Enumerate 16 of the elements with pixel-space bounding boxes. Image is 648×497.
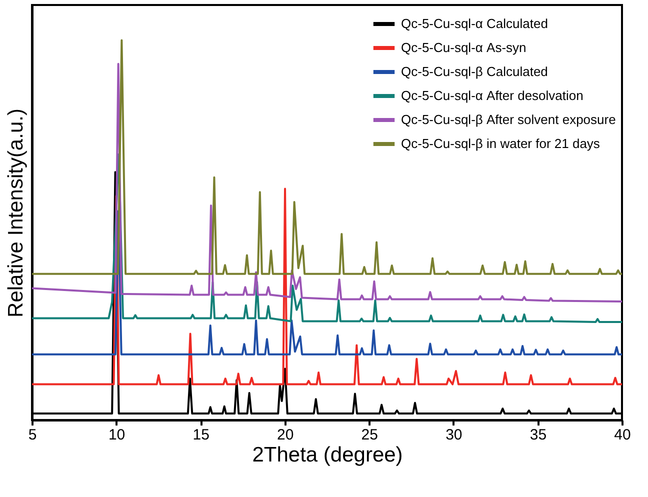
x-tick-label: 30 xyxy=(446,426,462,444)
x-tick-label: 10 xyxy=(108,426,126,444)
x-tick-label: 25 xyxy=(361,426,378,444)
x-tick-label: 40 xyxy=(614,426,631,444)
x-tick-label: 20 xyxy=(277,426,294,444)
legend-label: Qc-5-Cu-sql-β After solvent exposure xyxy=(401,112,616,127)
legend-label: Qc-5-Cu-sql-β in water for 21 days xyxy=(401,136,600,151)
x-tick-label: 15 xyxy=(192,426,210,444)
legend-label: Qc-5-Cu-sql-α As-syn xyxy=(401,40,526,55)
x-tick-label: 5 xyxy=(28,426,37,444)
legend-label: Qc-5-Cu-sql-β Calculated xyxy=(401,64,548,79)
x-tick-label: 35 xyxy=(530,426,547,444)
x-axis-title: 2Theta (degree) xyxy=(252,444,403,466)
legend-label: Qc-5-Cu-sql-α Calculated xyxy=(401,16,548,31)
y-axis-title: Relative Intensity(a.u.) xyxy=(4,108,28,318)
legend-label: Qc-5-Cu-sql-α After desolvation xyxy=(401,88,584,103)
